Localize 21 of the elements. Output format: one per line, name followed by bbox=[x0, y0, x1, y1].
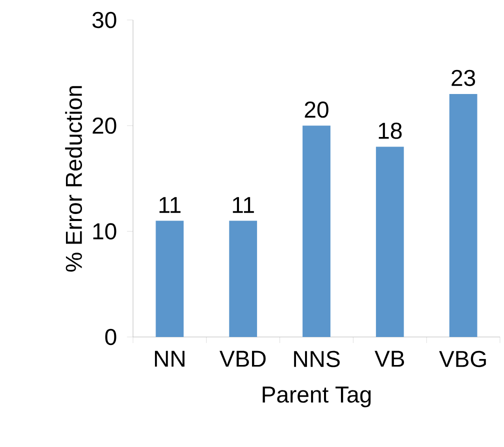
data-label: 11 bbox=[160, 197, 181, 213]
x-axis-title: Parent Tag bbox=[262, 386, 371, 408]
y-tick-label: 20 bbox=[92, 118, 116, 134]
y-axis-title: % Error Reduction bbox=[65, 86, 82, 272]
data-label: 11 bbox=[232, 197, 254, 213]
x-tick-label: VBD bbox=[220, 350, 266, 367]
x-tick-label: VBG bbox=[439, 350, 486, 368]
x-tick-label: VB bbox=[374, 350, 404, 367]
y-tick-label: 10 bbox=[93, 223, 116, 240]
x-tick-label: NN bbox=[154, 350, 184, 367]
bar bbox=[156, 220, 184, 337]
bar bbox=[449, 94, 478, 337]
bar bbox=[302, 126, 330, 337]
bar bbox=[376, 146, 404, 337]
y-tick-label: 30 bbox=[92, 12, 116, 28]
x-tick-label: NNS bbox=[294, 350, 340, 368]
y-tick-label: 0 bbox=[105, 328, 116, 346]
bar bbox=[229, 220, 258, 337]
data-label: 23 bbox=[452, 70, 476, 86]
data-label: 18 bbox=[378, 122, 402, 139]
data-label: 20 bbox=[304, 102, 328, 118]
